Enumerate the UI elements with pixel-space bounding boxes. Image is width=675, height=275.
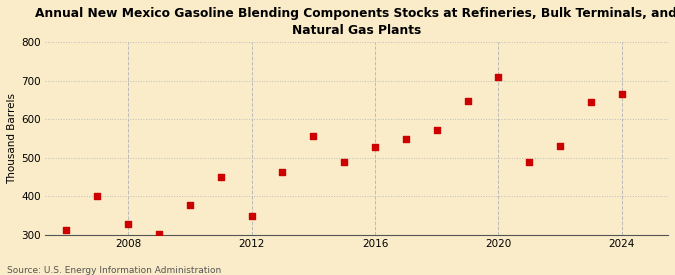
Point <box>585 100 596 104</box>
Point <box>616 92 627 97</box>
Point <box>277 170 288 175</box>
Point <box>246 214 257 218</box>
Point <box>400 137 411 141</box>
Title: Annual New Mexico Gasoline Blending Components Stocks at Refineries, Bulk Termin: Annual New Mexico Gasoline Blending Comp… <box>36 7 675 37</box>
Point <box>61 228 72 232</box>
Point <box>92 194 103 198</box>
Point <box>123 222 134 226</box>
Point <box>493 75 504 79</box>
Point <box>555 144 566 148</box>
Point <box>462 98 473 103</box>
Point <box>339 160 350 164</box>
Point <box>431 128 442 132</box>
Text: Source: U.S. Energy Information Administration: Source: U.S. Energy Information Administ… <box>7 266 221 275</box>
Point <box>184 202 195 207</box>
Y-axis label: Thousand Barrels: Thousand Barrels <box>7 93 17 184</box>
Point <box>154 232 165 236</box>
Point <box>308 134 319 138</box>
Point <box>215 175 226 179</box>
Point <box>370 145 381 150</box>
Point <box>524 159 535 164</box>
